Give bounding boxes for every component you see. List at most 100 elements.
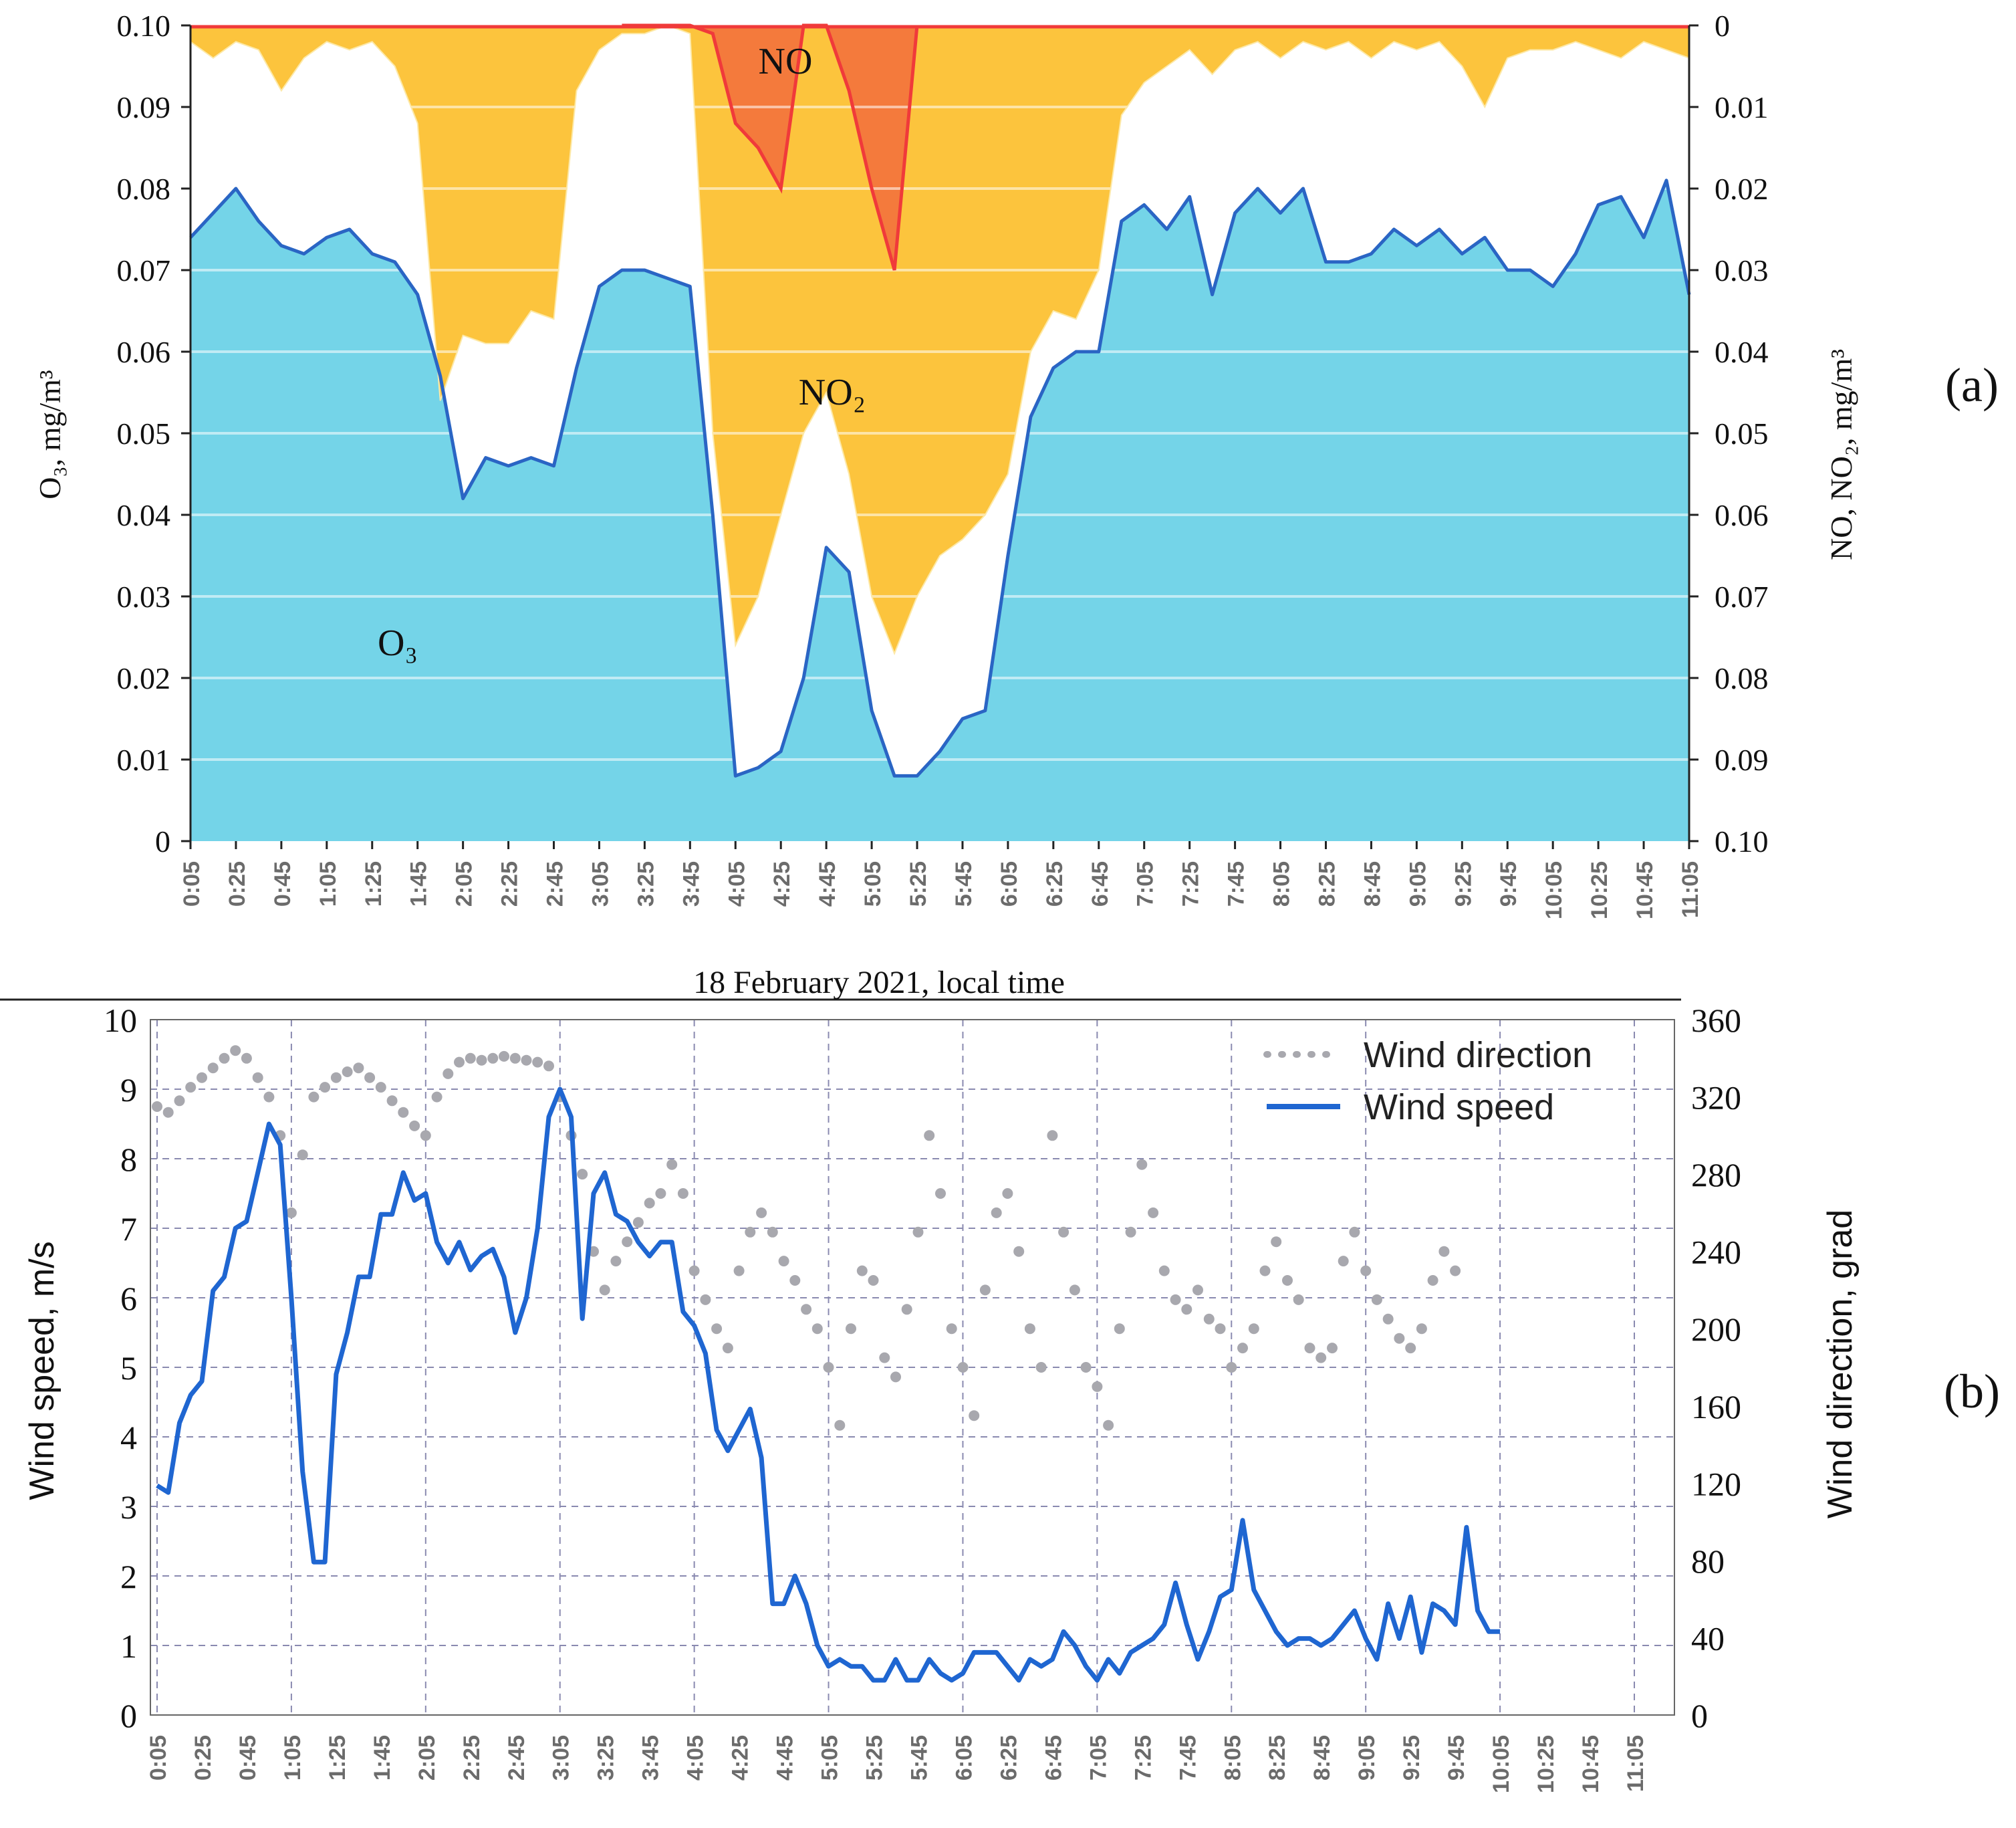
panel-a-y-right-tick-label: 0.09 [1715, 743, 1769, 777]
wind-direction-point [1438, 1246, 1450, 1257]
wind-direction-point [666, 1159, 678, 1170]
panel-b-x-tick-label: 8:05 [1220, 1735, 1245, 1781]
annotation-no: NO [759, 41, 813, 82]
panel-b-x-tick-label: 6:05 [951, 1735, 977, 1781]
wind-direction-point [1047, 1130, 1058, 1141]
wind-direction-point [252, 1072, 263, 1083]
panel-a-y-tick-label: 0.01 [117, 743, 171, 777]
legend-item-wind-speed: Wind speed [1267, 1087, 1554, 1127]
panel-b-x-tick-label: 9:25 [1399, 1735, 1424, 1781]
panel-b-x-tick-label: 7:05 [1086, 1735, 1111, 1781]
panel-a-y-ticks-right: 0.10 0.09 0.08 0.07 0.06 0.05 0.04 0.03 0.02 0.01… [1689, 9, 1769, 859]
panel-b-frame [150, 1019, 1675, 1716]
panel-a-y-tick-label: 0.09 [117, 90, 171, 124]
panel-a-x-tick-label: 11:05 [1678, 861, 1703, 918]
panel-a: 00.010.020.030.040.050.060.070.080.090.1… [33, 9, 1999, 919]
panel-a-x-tick-label: 10:05 [1541, 861, 1567, 919]
panel-b-y-tick-label: 7 [120, 1210, 137, 1248]
panel-b-y-right-tick-label: 240 [1691, 1234, 1741, 1271]
panel-b-x-tick-label: 8:25 [1265, 1735, 1290, 1781]
panel-b-x-tick-label: 0:25 [191, 1735, 216, 1781]
wind-direction-point [1035, 1362, 1047, 1373]
panel-b-x-tick-label: 6:45 [1041, 1735, 1066, 1781]
wind-direction-point [711, 1323, 723, 1335]
wind-direction-point [599, 1284, 610, 1296]
panel-b-x-tick-label: 3:45 [638, 1735, 664, 1781]
wind-direction-point [801, 1304, 812, 1315]
wind-direction-point [834, 1419, 846, 1431]
wind-direction-point [700, 1294, 711, 1305]
panel-a-y-right-tick-label: 0.08 [1715, 661, 1769, 695]
panel-b-x-tick-label: 3:25 [594, 1735, 619, 1781]
panel-a-x-tick-label: 5:25 [906, 861, 931, 907]
wind-direction-point [162, 1107, 174, 1118]
wind-direction-point [577, 1169, 588, 1180]
wind-direction-point [879, 1352, 890, 1363]
wind-direction-point [1282, 1275, 1293, 1286]
wind-direction-point [1170, 1294, 1181, 1305]
panel-b-x-tick-label: 4:45 [773, 1735, 798, 1781]
panel-a-x-tick-label: 2:05 [452, 861, 477, 907]
panel-b-x-tick-label: 1:45 [370, 1735, 395, 1781]
panel-b-x-tick-label: 0:45 [235, 1735, 261, 1781]
o3-line [189, 179, 1691, 778]
wind-direction-point [1226, 1362, 1237, 1373]
wind-direction-point [1304, 1343, 1315, 1354]
wind-direction-point [1271, 1236, 1282, 1248]
panel-b-y-ticks: 0 1 2 3 4 5 6 7 8 9 10 [104, 1002, 137, 1734]
wind-speed-line [156, 1087, 1501, 1683]
wind-direction-point [1114, 1323, 1125, 1335]
panel-b-wind-direction-series [152, 1045, 1461, 1431]
panel-a-y-tick-label: 0.03 [117, 580, 171, 614]
panel-b-y-right-tick-label: 120 [1691, 1465, 1741, 1502]
panel-a-x-tick-label: 3:25 [633, 861, 658, 907]
wind-direction-point [688, 1265, 700, 1276]
panel-b-y-right-tick-label: 360 [1691, 1002, 1741, 1039]
panel-a-x-tick-label: 9:05 [1405, 861, 1430, 907]
wind-direction-point [722, 1343, 733, 1354]
wind-direction-point [1136, 1159, 1148, 1170]
panel-a-x-tick-label: 6:45 [1088, 861, 1113, 907]
panel-a-x-tick-label: 10:45 [1632, 861, 1658, 919]
wind-direction-point [745, 1226, 756, 1238]
legend-label-wind-direction: Wind direction [1364, 1035, 1592, 1075]
wind-direction-point [1024, 1323, 1035, 1335]
panel-a-x-tick-label: 8:05 [1269, 861, 1295, 907]
wind-direction-point [230, 1045, 241, 1056]
panel-b-y-tick-label: 5 [120, 1349, 137, 1387]
wind-direction-point [1360, 1265, 1372, 1276]
wind-direction-point [644, 1197, 655, 1209]
panel-a-x-tick-label: 6:05 [997, 861, 1022, 907]
panel-b-y-right-tick-label: 40 [1691, 1619, 1725, 1657]
panel-a-y-right-tick-label: 0.04 [1715, 335, 1769, 369]
wind-direction-point [1158, 1265, 1170, 1276]
wind-direction-point [1069, 1284, 1080, 1296]
panel-a-y-ticks: 0 0.01 0.02 0.03 0.04 0.05 0.06 0.07 0.08 0.09 0.1… [117, 9, 191, 859]
panel-a-x-tick-label: 4:05 [724, 861, 749, 907]
wind-direction-point [197, 1072, 207, 1083]
panel-b-y-tick-label: 4 [120, 1419, 137, 1456]
wind-direction-point [1192, 1284, 1203, 1296]
wind-direction-point [946, 1323, 957, 1335]
panel-b-x-tick-label: 1:05 [280, 1735, 305, 1781]
wind-direction-point [957, 1362, 969, 1373]
wind-direction-point [733, 1265, 745, 1276]
wind-direction-point [1371, 1294, 1382, 1305]
panel-b-x-tick-label: 8:45 [1309, 1735, 1335, 1781]
panel-a-y-right-tick-label: 0.10 [1715, 824, 1769, 859]
wind-direction-point [476, 1054, 487, 1066]
panel-b-x-tick-label: 0:05 [146, 1735, 171, 1781]
legend-item-wind-direction: Wind direction [1263, 1035, 1592, 1075]
panel-a-x-tick-label: 4:25 [769, 861, 795, 907]
wind-direction-point [532, 1056, 543, 1068]
wind-direction-point [1148, 1207, 1159, 1218]
panel-a-y-tick-label: 0.06 [117, 335, 171, 369]
panel-b-y-right-tick-label: 80 [1691, 1543, 1725, 1580]
wind-direction-point [979, 1284, 991, 1296]
panel-b-y-tick-label: 1 [120, 1627, 137, 1665]
panel-b-x-tick-label: 3:05 [549, 1735, 574, 1781]
wind-direction-point [320, 1082, 331, 1093]
panel-a-x-tick-label: 4:45 [815, 861, 840, 907]
wind-direction-point [811, 1323, 823, 1335]
wind-direction-point [297, 1149, 308, 1161]
